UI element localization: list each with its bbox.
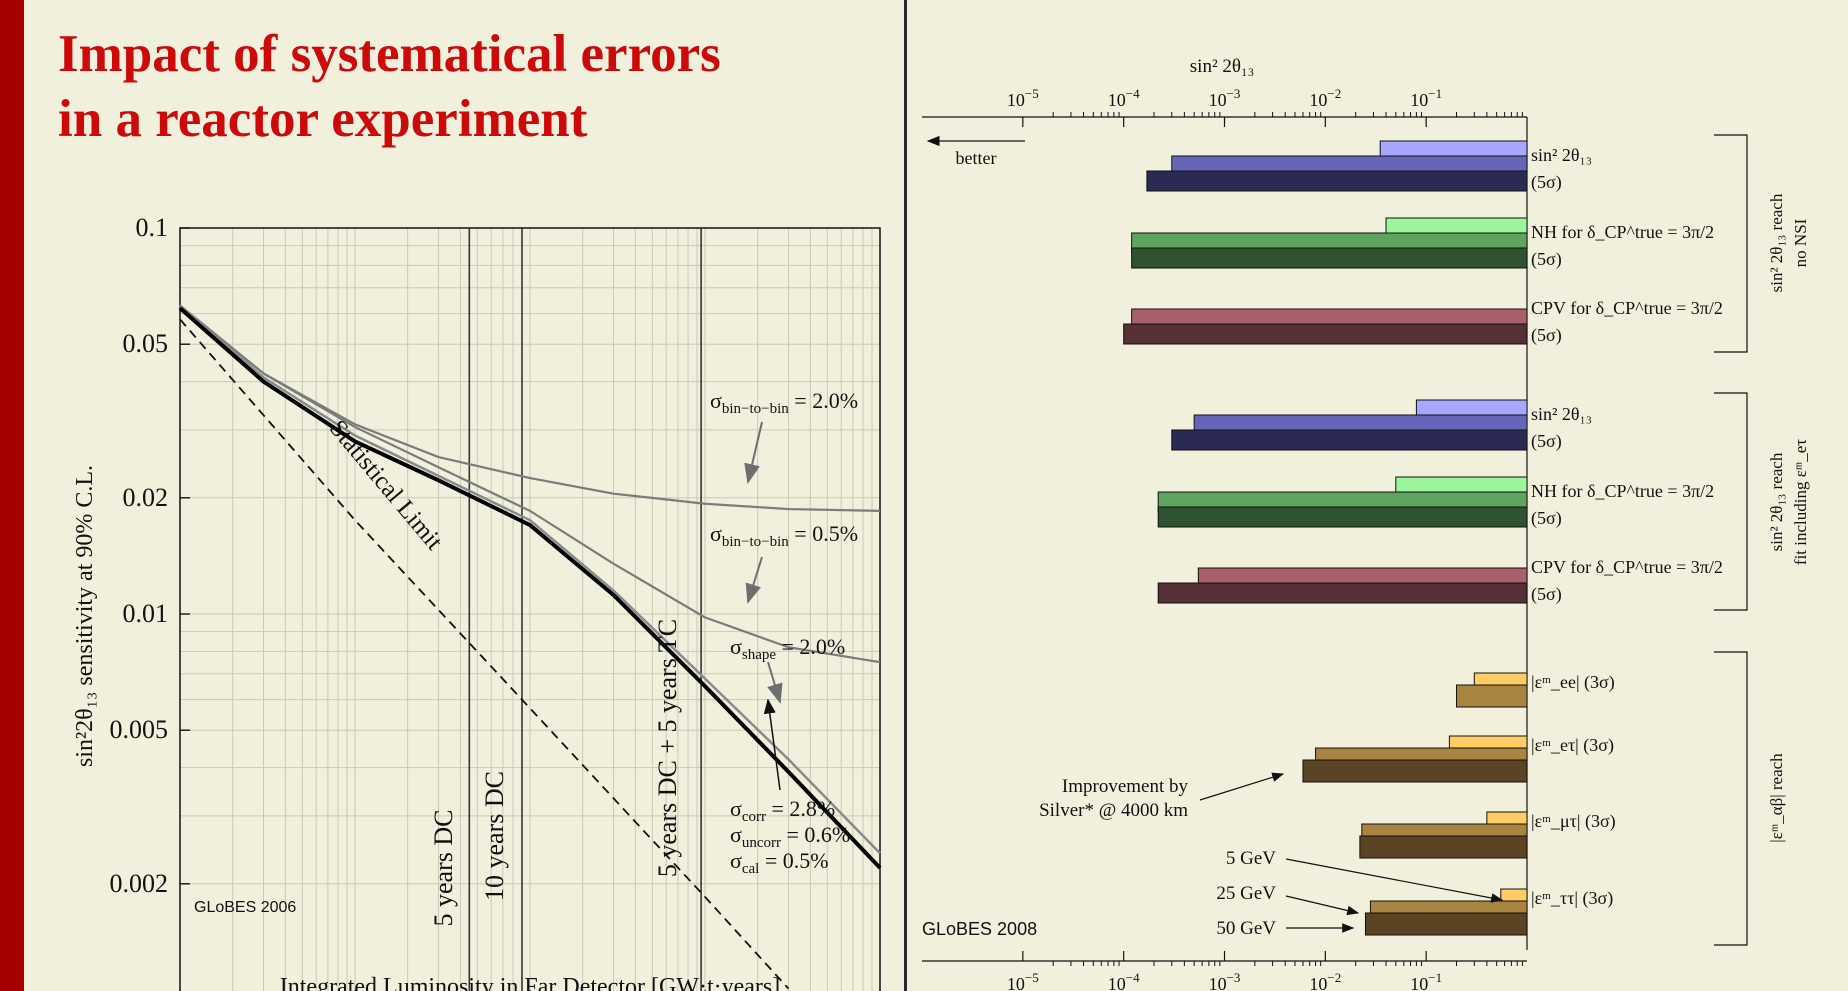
left-chart-grid [179,228,880,991]
y-tick-label: 0.005 [110,715,169,744]
row-sublabel: (5σ) [1531,584,1562,605]
group-bracket-3 [1714,651,1748,946]
ann-btb-05-value: = 0.5% [789,521,858,546]
y-tick-label: 0.05 [123,329,169,358]
left-chart-ylabel: sin²2θ₁₃ sensitivity at 90% C.L. [72,465,98,767]
bar [1131,247,1528,269]
title-line-2: in a reactor experiment [58,90,588,148]
bar [1157,506,1528,528]
row-label: |εᵐ_ττ| (3σ) [1531,888,1613,909]
y-tick-label: 0.002 [110,869,169,898]
tick-label: 10−1 [1410,86,1442,110]
tick-label: 10−3 [1209,86,1241,110]
series-line [179,304,881,664]
ann-btb-20-value: = 2.0% [789,388,858,413]
row-sublabel: (5σ) [1531,249,1562,270]
row-label: |εᵐ_eτ| (3σ) [1531,735,1614,756]
group-bracket-2 [1714,392,1748,611]
tick-label: 10−5 [1007,86,1039,110]
ann-btb-05-arrow [745,556,763,604]
ann-corr-arrow [763,698,781,791]
title-line-1: Impact of systematical errors [58,25,721,83]
row-label: NH for δ_CP^true = 3π/2 [1531,222,1714,242]
series-line [179,304,881,855]
ann-cal-value: = 0.5% [759,848,828,873]
left-chart-y-ticks: 0.1 0.05 0.02 0.01 0.005 0.002 [110,213,190,898]
ann-uncorr-value: = 0.6% [781,822,850,847]
ann-shape-value: = 2.0% [776,634,845,659]
row-label: sin² 2θ₁₃ [1531,404,1592,424]
slide-divider [904,0,907,991]
better-label: better [956,148,997,168]
row-label: CPV for δ_CP^true = 3π/2 [1531,557,1723,577]
gev-50-label: 50 GeV [1216,918,1276,939]
gev-5-arrow [1285,858,1504,903]
right-chart-ticks: 10−5 10−5 10−4 10−4 10−3 10−3 10−2 10−2 10−1 10−1 [1007,86,1523,991]
gev-25-label: 25 GeV [1216,883,1276,904]
row-sublabel: (5σ) [1531,508,1562,529]
slide-accent-bar [0,0,24,991]
row-label: NH for δ_CP^true = 3π/2 [1531,481,1714,501]
tick-label: 10−2 [1309,970,1341,991]
row-sublabel: (5σ) [1531,325,1562,346]
bar [1302,759,1528,783]
group-label-1: sin² 2θ₁₃ reach [1767,193,1786,292]
right-chart-axis-label: sin² 2θ₁₃ [1190,56,1254,77]
left-chart-xlabel: Integrated Luminosity in Far Detector [G… [280,974,780,991]
bar [1123,323,1528,345]
vline-label-10y-dc: 10 years DC [480,771,509,901]
group-label-3: |εᵐ_αβ| reach [1767,753,1786,843]
gev-5-label: 5 GeV [1226,848,1276,869]
right-chart-watermark: GLoBES 2008 [922,919,1037,939]
slide-title: Impact of systematical errors in a react… [58,22,721,152]
tick-label: 10−5 [1007,970,1039,991]
gev-25-arrow [1285,895,1360,916]
row-label: |εᵐ_ee| (3σ) [1531,672,1615,693]
y-tick-label: 0.02 [123,483,169,512]
bar [1456,684,1528,708]
tick-label: 10−1 [1410,970,1442,991]
series-line [178,306,882,870]
bar [1364,912,1528,936]
improvement-arrow [1199,772,1285,801]
improvement-label-1: Improvement by [1062,776,1189,797]
group-bracket-1 [1714,134,1748,353]
left-chart-watermark: GLoBES 2006 [194,899,296,916]
row-sublabel: (5σ) [1531,172,1562,193]
ann-corr: σcorr = 2.8% [730,796,835,825]
left-chart-series [178,304,882,990]
row-label: sin² 2θ₁₃ [1531,145,1592,165]
group-label-1b: no NSI [1791,218,1810,267]
tick-label: 10−2 [1309,86,1341,110]
bar [1157,582,1528,604]
row-label: |εᵐ_μτ| (3σ) [1531,811,1616,832]
improvement-label-2: Silver* @ 4000 km [1039,800,1188,821]
right-chart-bars: sin² 2θ₁₃ (5σ) NH for δ_CP^true = 3π/2 (5σ)… [1123,140,1723,936]
y-tick-label: 0.01 [123,599,169,628]
row-sublabel: (5σ) [1531,431,1562,452]
ann-shape: σshape = 2.0% [730,634,845,663]
bar [1359,835,1528,859]
vline-label-5y-dc: 5 years DC [429,810,458,927]
ann-shape-arrow [767,661,783,704]
y-tick-label: 0.1 [136,213,169,242]
tick-label: 10−4 [1108,970,1140,991]
row-label: CPV for δ_CP^true = 3π/2 [1531,298,1723,318]
tick-label: 10−3 [1209,970,1241,991]
tick-label: 10−4 [1108,86,1140,110]
group-label-2b: fit including εᵐ_eτ [1791,439,1810,565]
bar [1146,170,1528,192]
group-label-2: sin² 2θ₁₃ reach [1767,452,1786,551]
ann-btb-20-arrow [744,421,763,484]
ann-corr-value: = 2.8% [766,796,835,821]
vline-label-dc-tc: 5 years DC + 5 years TC [653,619,682,877]
bar [1171,429,1528,451]
